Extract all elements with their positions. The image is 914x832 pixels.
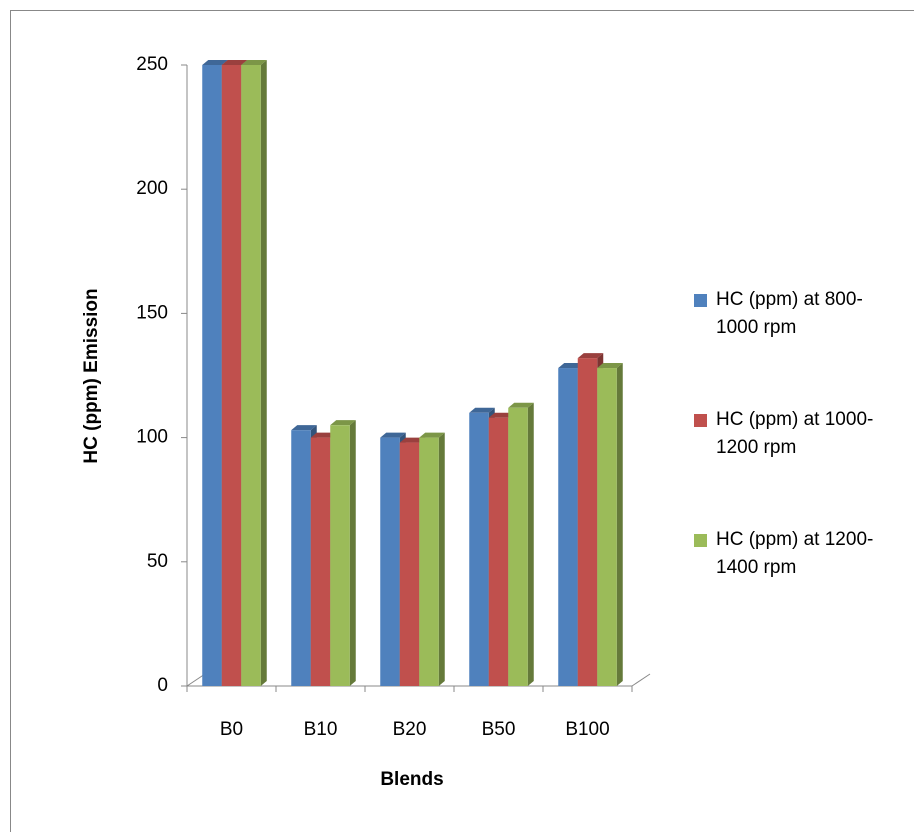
legend-label: HC (ppm) at 1200-1400 rpm: [716, 529, 874, 578]
bar: [330, 420, 356, 686]
bar-top: [241, 60, 267, 65]
bar-front: [577, 358, 598, 686]
bar-top: [577, 353, 604, 359]
bar-top: [508, 402, 534, 408]
bar-side: [616, 363, 623, 686]
legend-item: HC (ppm) at 800-1000 rpm: [694, 286, 881, 342]
bar-top: [202, 60, 228, 65]
bar-side: [349, 420, 356, 686]
bar-front: [508, 407, 528, 686]
bar-front: [597, 368, 617, 686]
legend-item: HC (ppm) at 1200-1400 rpm: [694, 526, 881, 582]
legend-swatch: [694, 294, 707, 307]
bar-front: [310, 437, 331, 686]
legend-label: HC (ppm) at 800-1000 rpm: [716, 289, 863, 338]
bar-front: [291, 430, 311, 686]
bar: [241, 60, 267, 686]
bar-front: [469, 412, 489, 686]
bar-front: [380, 437, 400, 686]
bar-top: [310, 432, 337, 438]
bar-top: [597, 363, 623, 369]
chart-frame: [10, 10, 914, 832]
y-tick-label: 100: [136, 427, 168, 448]
y-tick-label: 200: [136, 178, 168, 199]
bar-front: [241, 65, 261, 686]
bar-side: [527, 402, 534, 686]
bar-front: [221, 65, 242, 686]
y-tick-label: 50: [147, 551, 168, 572]
bar-front: [330, 425, 350, 686]
y-tick-label: 150: [136, 302, 168, 323]
bar-front: [399, 442, 420, 686]
legend-swatch: [694, 534, 707, 547]
bar-side: [260, 60, 267, 686]
bar: [597, 363, 623, 686]
bar-top: [291, 425, 317, 431]
bar-top: [419, 432, 445, 438]
bar-top: [488, 412, 515, 418]
legend-swatch: [694, 414, 707, 427]
x-tick-label: B0: [220, 719, 243, 740]
y-tick-label: 250: [136, 54, 168, 75]
y-axis-title: HC (ppm) Emission: [81, 288, 102, 463]
bar: [508, 402, 534, 686]
legend-label: HC (ppm) at 1000-1200 rpm: [716, 409, 874, 458]
y-tick-label: 0: [157, 675, 168, 696]
bar-front: [488, 417, 509, 686]
bar-front: [419, 437, 439, 686]
bar-top: [558, 363, 584, 369]
bar-top: [330, 420, 356, 426]
x-tick-label: B20: [393, 719, 427, 740]
floor-edge: [631, 673, 651, 687]
x-tick-label: B100: [565, 719, 609, 740]
bar-front: [202, 65, 222, 686]
bar-top: [399, 437, 426, 443]
bar: [419, 432, 445, 686]
x-tick-label: B50: [482, 719, 516, 740]
bar-top: [469, 407, 495, 413]
bar-side: [438, 432, 445, 686]
bar-top: [221, 60, 248, 65]
bar-top: [380, 432, 406, 438]
bar-front: [558, 368, 578, 686]
legend-item: HC (ppm) at 1000-1200 rpm: [694, 406, 881, 462]
floor-edge: [186, 673, 206, 687]
x-axis-title: Blends: [380, 769, 443, 790]
x-tick-label: B10: [304, 719, 338, 740]
